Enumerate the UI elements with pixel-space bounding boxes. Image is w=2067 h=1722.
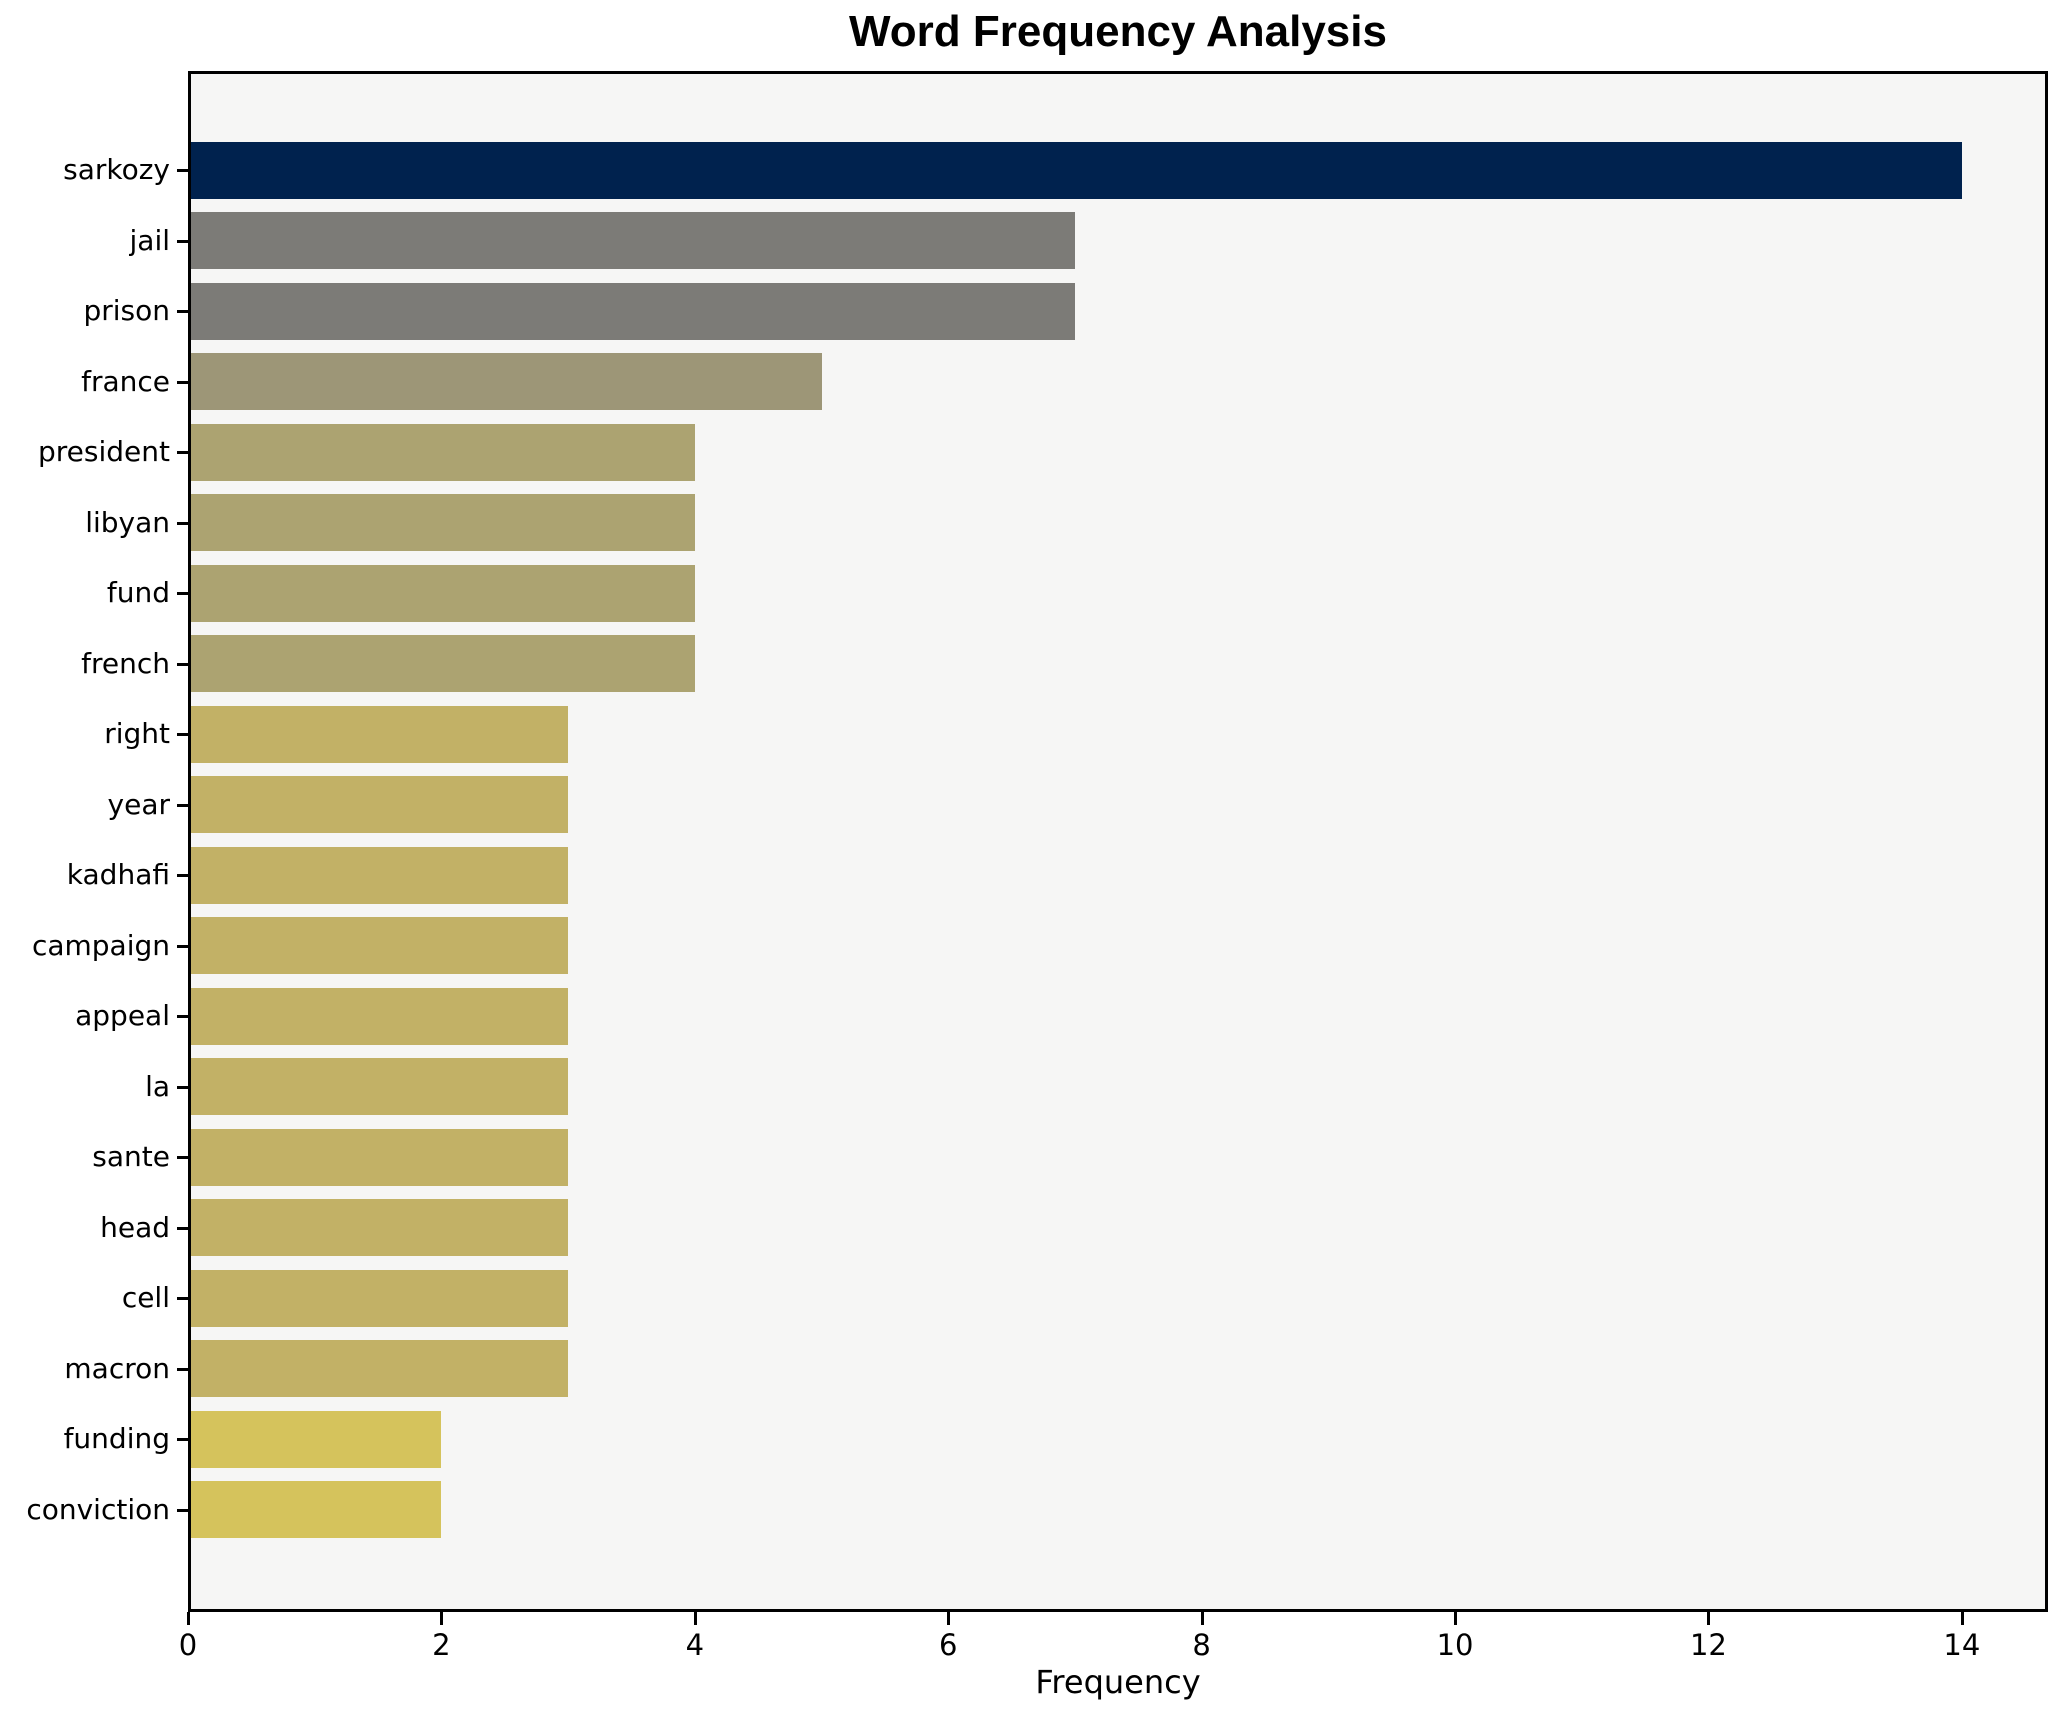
y-tick-mark [177, 521, 188, 525]
y-tick-label-president: president [38, 435, 170, 469]
bar-sarkozy [188, 141, 1962, 199]
bar-kadhafi [188, 846, 569, 904]
bar-fund [188, 564, 695, 622]
plot-area [188, 71, 2048, 1612]
y-tick-label-macron: macron [64, 1351, 170, 1385]
bar-libyan [188, 494, 695, 552]
y-tick-mark [177, 803, 188, 807]
y-tick-mark [177, 944, 188, 948]
y-tick-mark [177, 592, 188, 596]
bar-funding [188, 1410, 442, 1468]
bar-macron [188, 1340, 569, 1398]
y-tick-label-funding: funding [63, 1422, 170, 1456]
x-tick-mark [1707, 1612, 1711, 1625]
y-tick-mark [177, 733, 188, 737]
chart-title: Word Frequency Analysis [849, 7, 1387, 56]
y-tick-mark [177, 1438, 188, 1442]
x-tick-label-2: 2 [432, 1628, 451, 1662]
y-tick-label-fund: fund [106, 576, 170, 610]
y-tick-mark [177, 1015, 188, 1019]
y-tick-label-kadhafi: kadhafi [66, 858, 170, 892]
bar-conviction [188, 1481, 442, 1539]
y-tick-label-libyan: libyan [85, 505, 170, 539]
y-tick-label-french: french [81, 646, 170, 680]
bar-jail [188, 212, 1075, 270]
y-tick-mark [177, 1297, 188, 1301]
y-tick-mark [177, 1508, 188, 1512]
x-tick-mark [1960, 1612, 1964, 1625]
x-axis-label: Frequency [1035, 1663, 1201, 1701]
bar-year [188, 776, 569, 834]
y-tick-mark [177, 662, 188, 666]
y-tick-label-year: year [107, 787, 170, 821]
x-tick-mark [1200, 1612, 1204, 1625]
y-tick-label-la: la [145, 1069, 170, 1103]
y-tick-label-sarkozy: sarkozy [63, 153, 170, 186]
bar-prison [188, 282, 1075, 340]
x-tick-label-12: 12 [1689, 1628, 1727, 1662]
x-tick-mark [947, 1612, 951, 1625]
bar-french [188, 635, 695, 693]
x-tick-mark [187, 1612, 190, 1625]
x-tick-label-0: 0 [178, 1628, 198, 1662]
y-tick-label-cell: cell [121, 1281, 170, 1315]
y-tick-mark [177, 1085, 188, 1089]
y-tick-mark [177, 1226, 188, 1230]
bar-cell [188, 1269, 569, 1327]
y-tick-mark [177, 451, 188, 455]
y-tick-mark [177, 1156, 188, 1160]
x-tick-label-6: 6 [938, 1628, 958, 1662]
y-tick-mark [177, 310, 188, 314]
bar-sante [188, 1128, 569, 1186]
x-tick-label-14: 14 [1943, 1628, 1981, 1662]
y-tick-mark [177, 1367, 188, 1371]
y-tick-label-sante: sante [92, 1140, 170, 1174]
y-tick-label-jail: jail [129, 223, 171, 257]
bar-appeal [188, 987, 569, 1045]
x-tick-label-10: 10 [1436, 1628, 1474, 1662]
y-tick-label-head: head [100, 1210, 170, 1244]
y-tick-mark [177, 380, 188, 384]
bar-head [188, 1199, 569, 1257]
y-tick-mark [177, 874, 188, 878]
bar-la [188, 1058, 569, 1116]
y-tick-label-prison: prison [83, 294, 170, 328]
bar-president [188, 423, 695, 481]
y-tick-label-right: right [104, 717, 170, 751]
y-tick-label-appeal: appeal [75, 999, 170, 1033]
y-tick-label-conviction: conviction [26, 1492, 170, 1526]
x-tick-label-4: 4 [685, 1628, 705, 1662]
bar-france [188, 353, 822, 411]
x-tick-mark [1454, 1612, 1458, 1625]
y-tick-mark [177, 169, 188, 172]
y-tick-label-france: france [81, 364, 170, 398]
bar-campaign [188, 917, 569, 975]
bar-right [188, 705, 569, 763]
x-tick-mark [693, 1612, 697, 1625]
x-tick-label-8: 8 [1192, 1628, 1211, 1662]
x-tick-mark [440, 1612, 444, 1625]
y-tick-mark [177, 239, 188, 243]
y-tick-label-campaign: campaign [31, 928, 170, 962]
